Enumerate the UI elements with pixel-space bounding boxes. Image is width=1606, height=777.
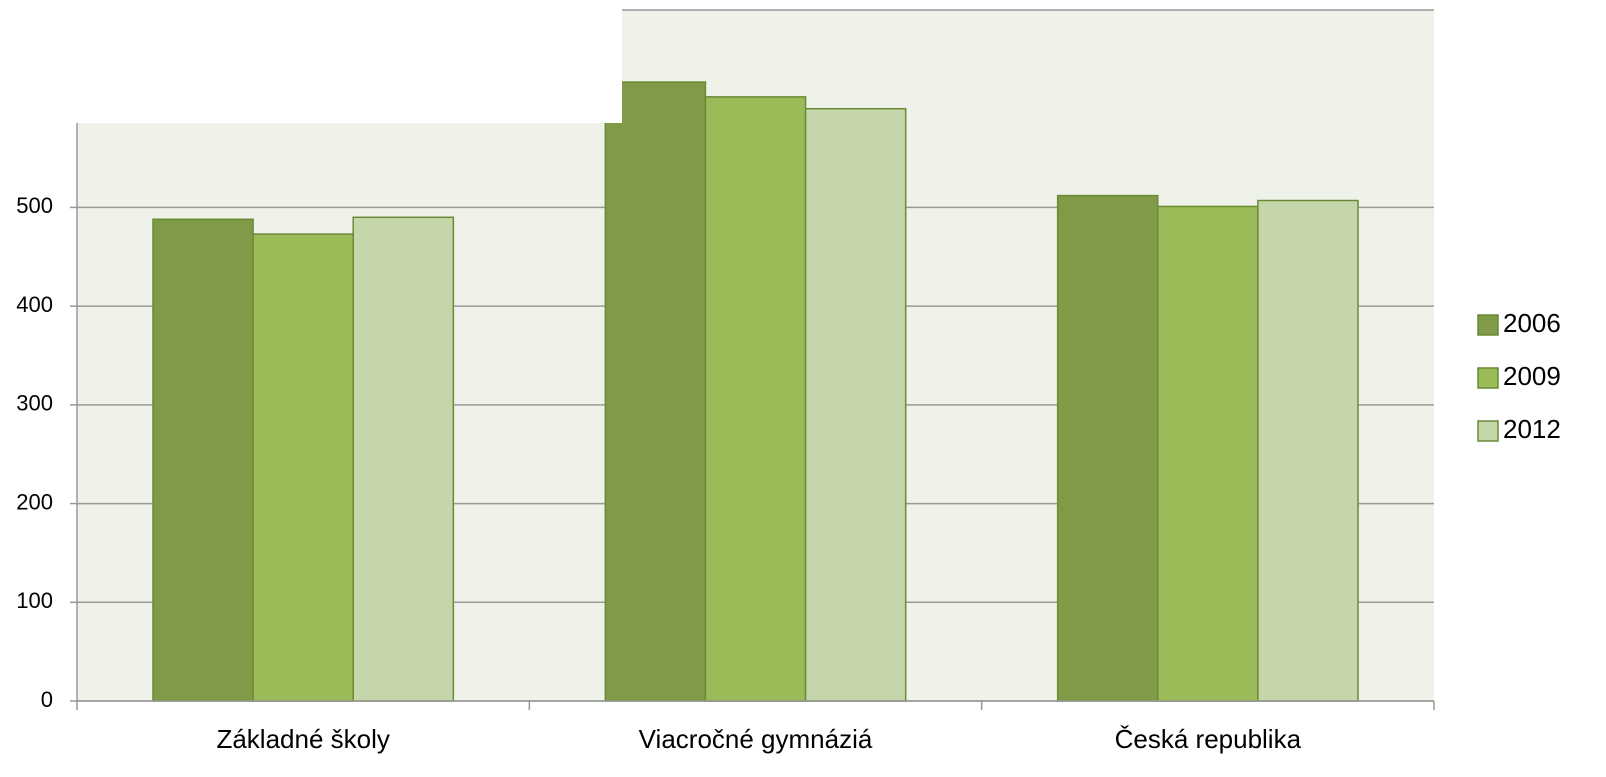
legend-label: 2009: [1503, 361, 1561, 391]
y-tick-label: 300: [16, 391, 53, 416]
bar: [1257, 199, 1359, 702]
legend-swatch: [1477, 314, 1499, 336]
bar: [152, 218, 254, 702]
legend-label: 2006: [1503, 308, 1561, 338]
bar: [1157, 205, 1259, 702]
legend-swatch: [1477, 367, 1499, 389]
bar: [604, 81, 707, 702]
legend-swatch: [1477, 420, 1499, 442]
bar: [1056, 194, 1159, 702]
bar: [352, 216, 455, 702]
bar: [252, 233, 354, 702]
y-tick-label: 100: [16, 588, 53, 613]
bar: [804, 107, 907, 702]
cover: [0, 0, 622, 123]
bar: [704, 96, 807, 702]
y-tick-label: 0: [41, 687, 53, 712]
y-tick-label: 200: [16, 489, 53, 514]
x-tick-label: Základné školy: [216, 724, 389, 754]
y-tick-label: 500: [16, 193, 53, 218]
y-tick-label: 400: [16, 292, 53, 317]
legend-label: 2012: [1503, 414, 1561, 444]
x-tick-label: Česká republika: [1115, 724, 1302, 754]
x-tick-label: Viacročné gymnáziá: [639, 724, 873, 754]
